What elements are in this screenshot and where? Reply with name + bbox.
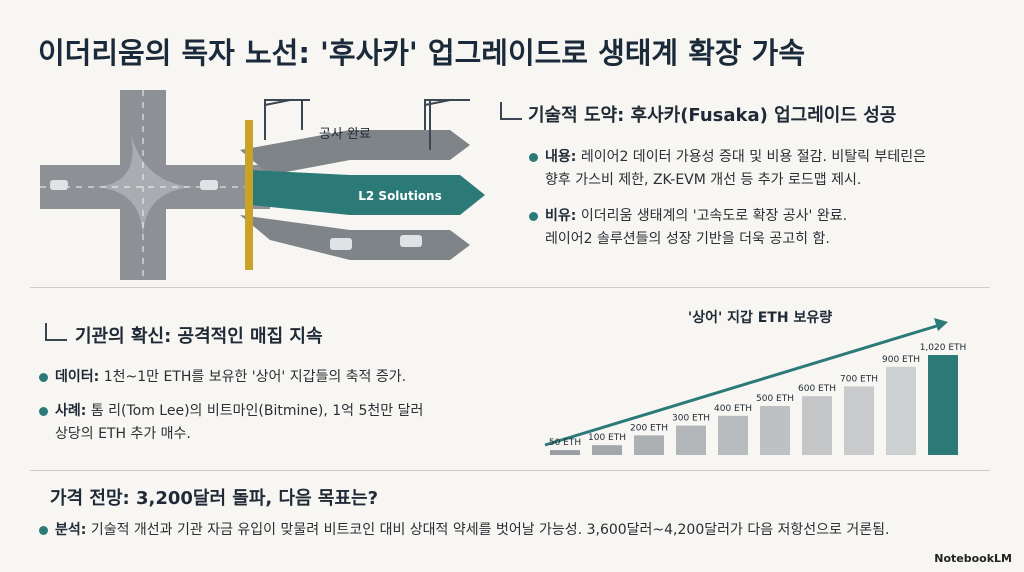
value-label: 900 ETH xyxy=(882,355,920,365)
bullet-line: 레이어2 솔루션들의 성장 기반을 더욱 공고히 함. xyxy=(545,228,847,251)
value-label: 500 ETH xyxy=(756,394,794,404)
bullet-dot xyxy=(529,153,538,162)
bullet-line: 분석: 기술적 개선과 기관 자금 유입이 맞물려 비트코인 대비 상대적 약세… xyxy=(55,519,889,542)
value-label: 600 ETH xyxy=(798,384,836,394)
value-label: 400 ETH xyxy=(714,404,752,414)
bullet: 비유: 이더리움 생태계의 '고속도로 확장 공사' 완료. 레이어2 솔루션들의… xyxy=(529,205,847,251)
value-label: 100 ETH xyxy=(588,433,626,443)
divider xyxy=(30,470,990,471)
bar xyxy=(760,405,790,455)
bullet-line: 사례: 톰 리(Tom Lee)의 비트마인(Bitmine), 1억 5천만 … xyxy=(55,400,423,423)
value-label: 300 ETH xyxy=(672,414,710,424)
section-icon xyxy=(45,323,67,341)
bullet-line: 내용: 레이어2 데이터 가용성 증대 및 비용 절감. 비탈릭 부테린은 xyxy=(545,146,926,169)
illustration-label: L2 Solutions xyxy=(358,189,442,203)
bullet-label: 내용: xyxy=(545,149,577,165)
section-icon xyxy=(500,102,522,120)
bar xyxy=(928,355,958,455)
trend-arrow xyxy=(544,323,941,447)
divider xyxy=(30,287,990,288)
bar xyxy=(718,415,748,455)
bullet-dot xyxy=(529,212,538,221)
bar xyxy=(844,386,874,455)
bullet-label: 사례: xyxy=(55,403,87,419)
bullet-line: 상당의 ETH 추가 매수. xyxy=(55,423,423,446)
bullet-label: 분석: xyxy=(55,522,87,538)
value-label: 1,020 ETH xyxy=(920,343,967,353)
bullet-label: 비유: xyxy=(545,208,577,224)
bar xyxy=(592,445,622,455)
bullet: 데이터: 1천~1만 ETH를 보유한 '상어' 지갑들의 축적 증가. xyxy=(39,366,406,389)
bullet-line: 향후 가스비 제한, ZK-EVM 개선 등 추가 로드맵 제시. xyxy=(545,169,926,192)
bullet-text: 톰 리(Tom Lee)의 비트마인(Bitmine), 1억 5천만 달러 xyxy=(90,403,424,419)
bullet: 사례: 톰 리(Tom Lee)의 비트마인(Bitmine), 1억 5천만 … xyxy=(39,400,423,446)
bar xyxy=(886,366,916,455)
bar xyxy=(634,435,664,455)
section-heading: 기관의 확신: 공격적인 매집 지속 xyxy=(75,326,323,347)
bullet-dot xyxy=(39,407,48,416)
bullet-text: 상당의 ETH 추가 매수. xyxy=(55,426,191,442)
bullet-text: 이더리움 생태계의 '고속도로 확장 공사' 완료. xyxy=(580,208,848,224)
bullet-text: 향후 가스비 제한, ZK-EVM 개선 등 추가 로드맵 제시. xyxy=(545,172,862,188)
bullet-dot xyxy=(39,373,48,382)
bar xyxy=(676,425,706,455)
value-label: 50 ETH xyxy=(549,438,581,448)
brand: NotebookLM xyxy=(934,552,1012,565)
bullet-line: 비유: 이더리움 생태계의 '고속도로 확장 공사' 완료. xyxy=(545,205,847,228)
section-heading: 가격 전망: 3,200달러 돌파, 다음 목표는? xyxy=(50,488,379,509)
bullet: 분석: 기술적 개선과 기관 자금 유입이 맞물려 비트코인 대비 상대적 약세… xyxy=(39,519,889,542)
chart-title: '상어' 지갑 ETH 보유량 xyxy=(688,309,832,326)
highway-illustration: 공사 완료 L2 Solutions xyxy=(40,90,485,280)
bullet-text: 레이어2 솔루션들의 성장 기반을 더욱 공고히 함. xyxy=(545,231,830,247)
bullet-text: 기술적 개선과 기관 자금 유입이 맞물려 비트코인 대비 상대적 약세를 벗어… xyxy=(90,522,890,538)
value-label: 200 ETH xyxy=(630,423,668,433)
trend-arrow-head xyxy=(934,318,948,331)
bullet-text: 1천~1만 ETH를 보유한 '상어' 지갑들의 축적 증가. xyxy=(103,369,407,385)
chart: '상어' 지갑 ETH 보유량 50 ETH 100 ETH 200 ETH 300 … xyxy=(544,309,967,455)
section-heading: 기술적 도약: 후사카(Fusaka) 업그레이드 성공 xyxy=(528,105,897,126)
value-label: 700 ETH xyxy=(840,374,878,384)
bar xyxy=(550,450,580,455)
bullet-dot xyxy=(39,526,48,535)
title: 이더리움의 독자 노선: '후사카' 업그레이드로 생태계 확장 가속 xyxy=(38,36,806,70)
bullet-label: 데이터: xyxy=(55,369,100,385)
bullet-text: 레이어2 데이터 가용성 증대 및 비용 절감. 비탈릭 부테린은 xyxy=(580,149,927,165)
illustration-label: 공사 완료 xyxy=(319,127,371,142)
bar xyxy=(802,396,832,455)
bullet-line: 데이터: 1천~1만 ETH를 보유한 '상어' 지갑들의 축적 증가. xyxy=(55,366,406,389)
